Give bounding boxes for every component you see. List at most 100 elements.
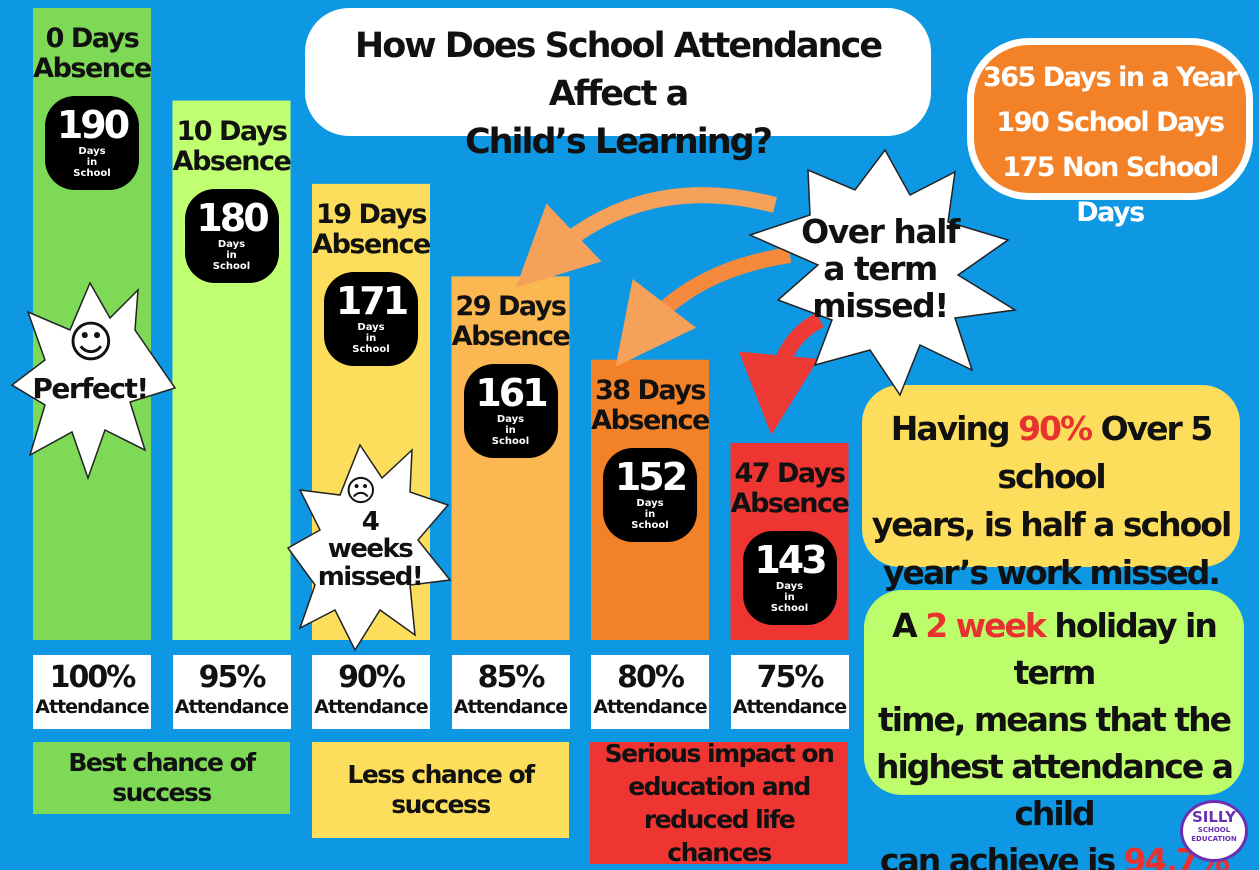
absence-word: Absence <box>591 404 710 436</box>
logo-line-3: EDUCATION <box>1191 835 1237 843</box>
days-in-school-value: 161 <box>475 371 548 416</box>
days-in-school-caption: School <box>73 168 111 179</box>
bar-absence-label: 19 Days Absence <box>312 198 431 260</box>
days-in-school-value: 180 <box>196 195 269 240</box>
note1-line-1: Having 90% Over 5 school <box>862 405 1240 501</box>
bar-absence-label: 38 Days Absence <box>591 374 710 436</box>
arrow-to-47-days <box>738 312 824 435</box>
absence-days: 10 Days <box>176 115 288 147</box>
attendance-percent: 90% <box>338 660 406 695</box>
tier-serious-impact: Serious impact on education and reduced … <box>590 739 848 867</box>
days-in-school-caption: Days <box>636 497 664 509</box>
days-in-school-badge: 171 Days in School <box>324 271 418 366</box>
days-in-school-badge: 190 Days in School <box>45 96 139 190</box>
missed-weeks-starburst <box>286 443 452 652</box>
attendance-label: Attendance <box>314 696 428 718</box>
attendance-percent-box: 85% Attendance <box>451 655 570 729</box>
attendance-bar-85 <box>451 276 570 640</box>
note2-line-1: A 2 week holiday in term <box>864 602 1244 696</box>
note2-line-3: highest attendance a child <box>876 747 1234 833</box>
arrow-to-19-days <box>515 187 778 288</box>
absence-word: Absence <box>730 488 850 519</box>
fact-school-days: 190 School Days <box>996 107 1225 138</box>
absence-word: Absence <box>172 145 292 177</box>
absence-word: Absence <box>451 321 571 353</box>
absence-days: 0 Days <box>45 23 140 54</box>
days-in-school-badge: 161 Days in School <box>463 364 558 459</box>
tier-best-label: Best chance of success <box>68 748 256 807</box>
absence-days: 19 Days <box>316 198 427 230</box>
days-in-school-value: 190 <box>56 103 130 147</box>
note1-line-2: years, is half a school <box>871 505 1233 544</box>
tier-less-chance: Less chance of success <box>312 742 569 838</box>
weeks-missed-line-2: weeks <box>327 534 414 564</box>
attendance-percent: 100% <box>49 660 137 695</box>
attendance-percent-box: 95% Attendance <box>172 655 291 729</box>
bar-absence-label: 47 Days Absence <box>730 459 850 519</box>
days-in-school-caption: School <box>631 519 669 531</box>
days-in-school-value: 152 <box>614 454 688 499</box>
days-in-school-caption: School <box>212 260 251 272</box>
note2-line-2: time, means that the <box>878 700 1232 739</box>
note-holiday: A 2 week holiday in term time, means tha… <box>864 590 1244 870</box>
fact-non-school-days: 175 Non School Days <box>1002 152 1219 228</box>
days-in-school-caption: Days <box>357 321 385 333</box>
days-in-school-value: 143 <box>754 538 827 582</box>
logo-line-2: SCHOOL <box>1197 826 1231 834</box>
absence-word: Absence <box>33 53 152 84</box>
tier-serious-line-3: reduced life chances <box>643 805 796 867</box>
note1-highlight: 90% <box>1018 409 1093 448</box>
attendance-label: Attendance <box>174 696 289 718</box>
bar-absence-label: 10 Days Absence <box>172 115 292 177</box>
bar-absence-label: 0 Days Absence <box>33 23 152 84</box>
logo-line-1: SILLY <box>1191 808 1237 826</box>
perfect-label: Perfect! <box>32 372 149 405</box>
weeks-missed-line-3: missed! <box>317 562 424 592</box>
note-ninety-percent: Having 90% Over 5 school years, is half … <box>862 385 1240 592</box>
days-in-school-caption: in <box>644 508 656 520</box>
arrow-to-29-days <box>615 247 792 367</box>
sad-face-icon: ☹ <box>345 474 376 509</box>
days-in-school-badge: 143 Days in School <box>742 531 837 625</box>
days-in-school-caption: School <box>770 603 809 614</box>
note2-line4-pre: can achieve is <box>879 841 1124 870</box>
year-facts-box: 365 Days in a Year 190 School Days 175 N… <box>967 38 1253 228</box>
attendance-label: Attendance <box>35 696 149 718</box>
days-in-school-caption: Days <box>217 238 246 250</box>
days-in-school-caption: in <box>86 157 98 168</box>
tier-less-label: Less chance of success <box>347 760 535 819</box>
attendance-percent: 95% <box>198 660 267 695</box>
attendance-percent: 85% <box>477 660 546 695</box>
absence-days: 38 Days <box>595 374 706 406</box>
note1-line-3: year’s work missed. <box>883 553 1221 592</box>
absence-days: 29 Days <box>455 291 567 323</box>
attendance-label: Attendance <box>732 696 847 718</box>
silly-school-education-logo: SILLY SCHOOL EDUCATION <box>1180 800 1248 862</box>
attendance-percent-box: 75% Attendance <box>730 655 849 729</box>
attendance-percent: 80% <box>617 660 685 695</box>
note2-pre: A <box>892 606 926 645</box>
note1-post: Over 5 school <box>997 409 1213 496</box>
tier-best-chance: Best chance of success <box>33 742 290 814</box>
days-in-school-caption: in <box>226 249 237 261</box>
perfect-starburst <box>10 281 177 481</box>
days-in-school-caption: in <box>505 425 516 437</box>
title-box: How Does School Attendance Affect a Chil… <box>305 8 931 162</box>
days-in-school-badge: 152 Days in School <box>603 447 697 542</box>
title-line-1: How Does School Attendance Affect a <box>354 26 883 114</box>
days-in-school-caption: School <box>491 436 530 448</box>
note2-post: holiday in term <box>1013 606 1218 692</box>
days-in-school-caption: in <box>784 592 795 603</box>
absence-word: Absence <box>312 228 431 260</box>
days-in-school-badge: 180 Days in School <box>184 188 279 283</box>
note2-highlight: 2 week <box>925 606 1047 645</box>
bar-absence-label: 29 Days Absence <box>451 291 571 353</box>
days-in-school-caption: Days <box>775 581 804 592</box>
title-line-2: Child’s Learning? <box>464 122 773 162</box>
days-in-school-caption: in <box>365 332 377 344</box>
note1-pre: Having <box>890 409 1019 448</box>
attendance-percent: 75% <box>756 660 825 695</box>
days-in-school-caption: Days <box>78 146 106 157</box>
tier-serious-line-1: Serious impact on <box>604 739 835 768</box>
attendance-percent-box: 90% Attendance <box>312 655 430 729</box>
